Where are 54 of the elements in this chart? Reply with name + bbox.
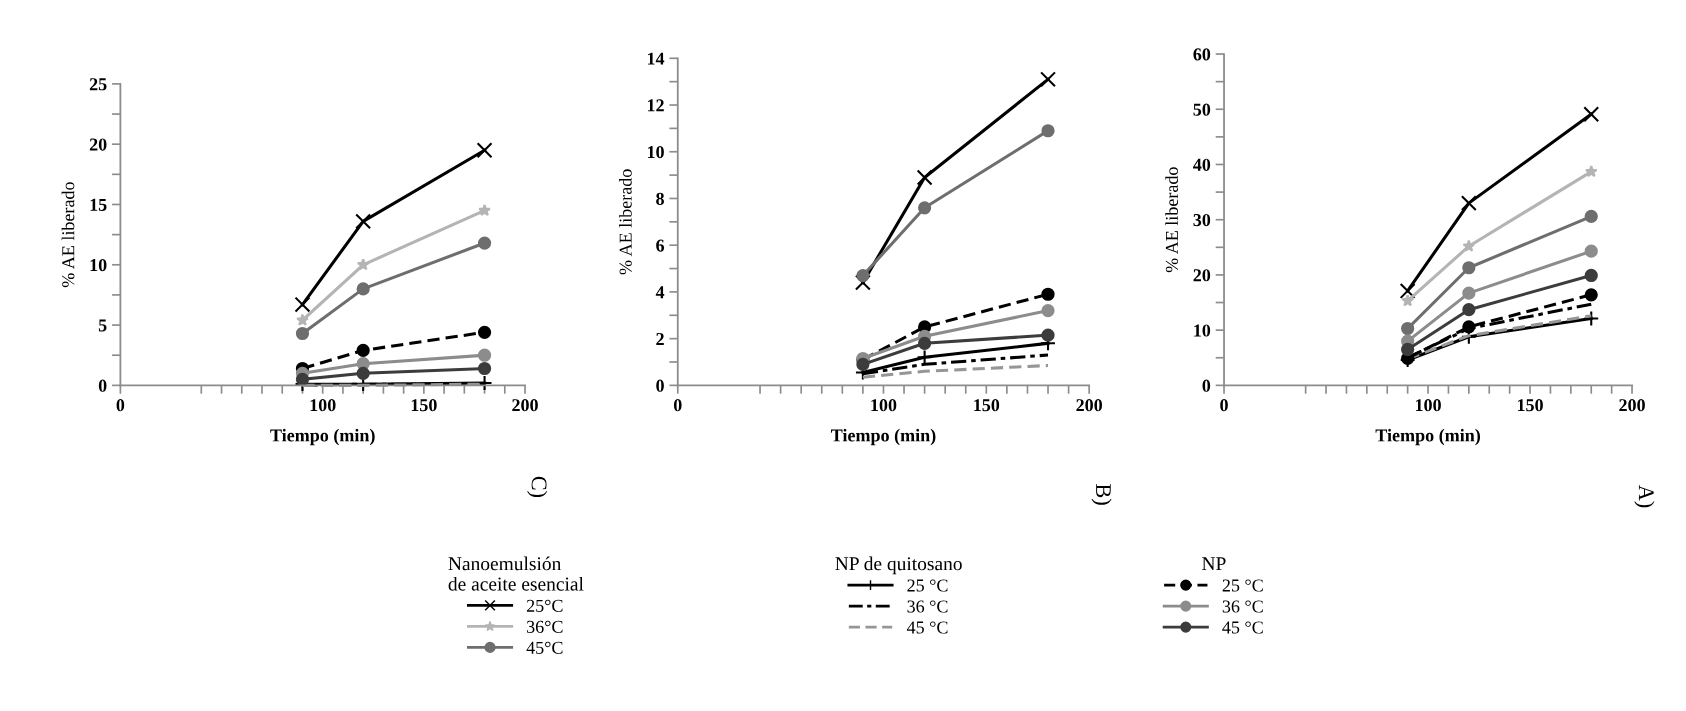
y-tick-label: 50 <box>1193 103 1211 116</box>
x-tick-label: 150 <box>411 399 437 412</box>
x-tick-label: 0 <box>673 399 682 412</box>
y-tick-label: 60 <box>1193 48 1211 61</box>
x-tick-label: 150 <box>974 399 1000 412</box>
x-tick-label: 200 <box>512 399 538 412</box>
y-tick-label: 12 <box>647 99 664 112</box>
legend-label: 36°C <box>527 620 563 633</box>
text: C) <box>527 476 548 498</box>
legend-label: 45 °C <box>1222 621 1263 634</box>
text: B) <box>1091 484 1112 505</box>
x-tick-label: 100 <box>871 399 897 412</box>
y-tick-label: 10 <box>647 146 664 159</box>
y-tick-label: 20 <box>89 138 107 151</box>
x-tick-label: 150 <box>1517 399 1543 412</box>
legend-label: 45 °C <box>906 621 948 634</box>
legend-label: 45°C <box>526 641 563 654</box>
text: Nanoemulsión de aceite esencial <box>448 556 584 591</box>
y-axis-title: % AE liberado <box>619 169 632 275</box>
x-tick-label: 0 <box>116 399 125 412</box>
legend-label: 25 °C <box>907 579 948 592</box>
y-tick-label: 5 <box>98 319 107 332</box>
legend-label: 36 °C <box>907 600 948 613</box>
x-axis-title: Tiempo (min) <box>831 428 936 446</box>
y-tick-label: 8 <box>656 192 664 205</box>
y-tick-label: 0 <box>98 379 107 392</box>
y-tick-label: 2 <box>656 332 664 345</box>
legend-label: 25°C <box>526 599 563 612</box>
y-tick-label: 0 <box>1202 379 1211 392</box>
y-tick-label: 25 <box>89 78 107 91</box>
x-tick-label: 0 <box>1220 399 1228 412</box>
y-tick-label: 6 <box>656 239 665 252</box>
text: A) <box>1634 484 1655 508</box>
y-axis-title: % AE liberado <box>61 182 75 288</box>
text: NP de quitosano <box>835 556 962 575</box>
legend-label: 25 °C <box>1222 579 1263 592</box>
y-tick-label: 10 <box>90 259 107 272</box>
x-tick-label: 200 <box>1076 399 1103 412</box>
x-tick-label: 100 <box>310 399 336 412</box>
y-tick-label: 20 <box>1193 269 1211 282</box>
y-tick-label: 4 <box>655 286 665 299</box>
y-tick-label: 0 <box>656 379 664 392</box>
x-axis-title: Tiempo (min) <box>1375 428 1480 446</box>
y-tick-label: 40 <box>1193 158 1211 171</box>
x-tick-label: 200 <box>1619 399 1645 412</box>
text: NP <box>1202 557 1226 571</box>
y-tick-label: 15 <box>90 198 107 211</box>
y-axis-title: % AE liberado <box>1165 167 1179 273</box>
y-tick-label: 14 <box>647 52 665 65</box>
legend-label: 36 °C <box>1222 600 1263 613</box>
x-axis-title: Tiempo (min) <box>270 428 375 446</box>
x-tick-label: 100 <box>1415 399 1441 412</box>
y-tick-label: 30 <box>1193 213 1211 227</box>
y-tick-label: 10 <box>1194 324 1211 337</box>
